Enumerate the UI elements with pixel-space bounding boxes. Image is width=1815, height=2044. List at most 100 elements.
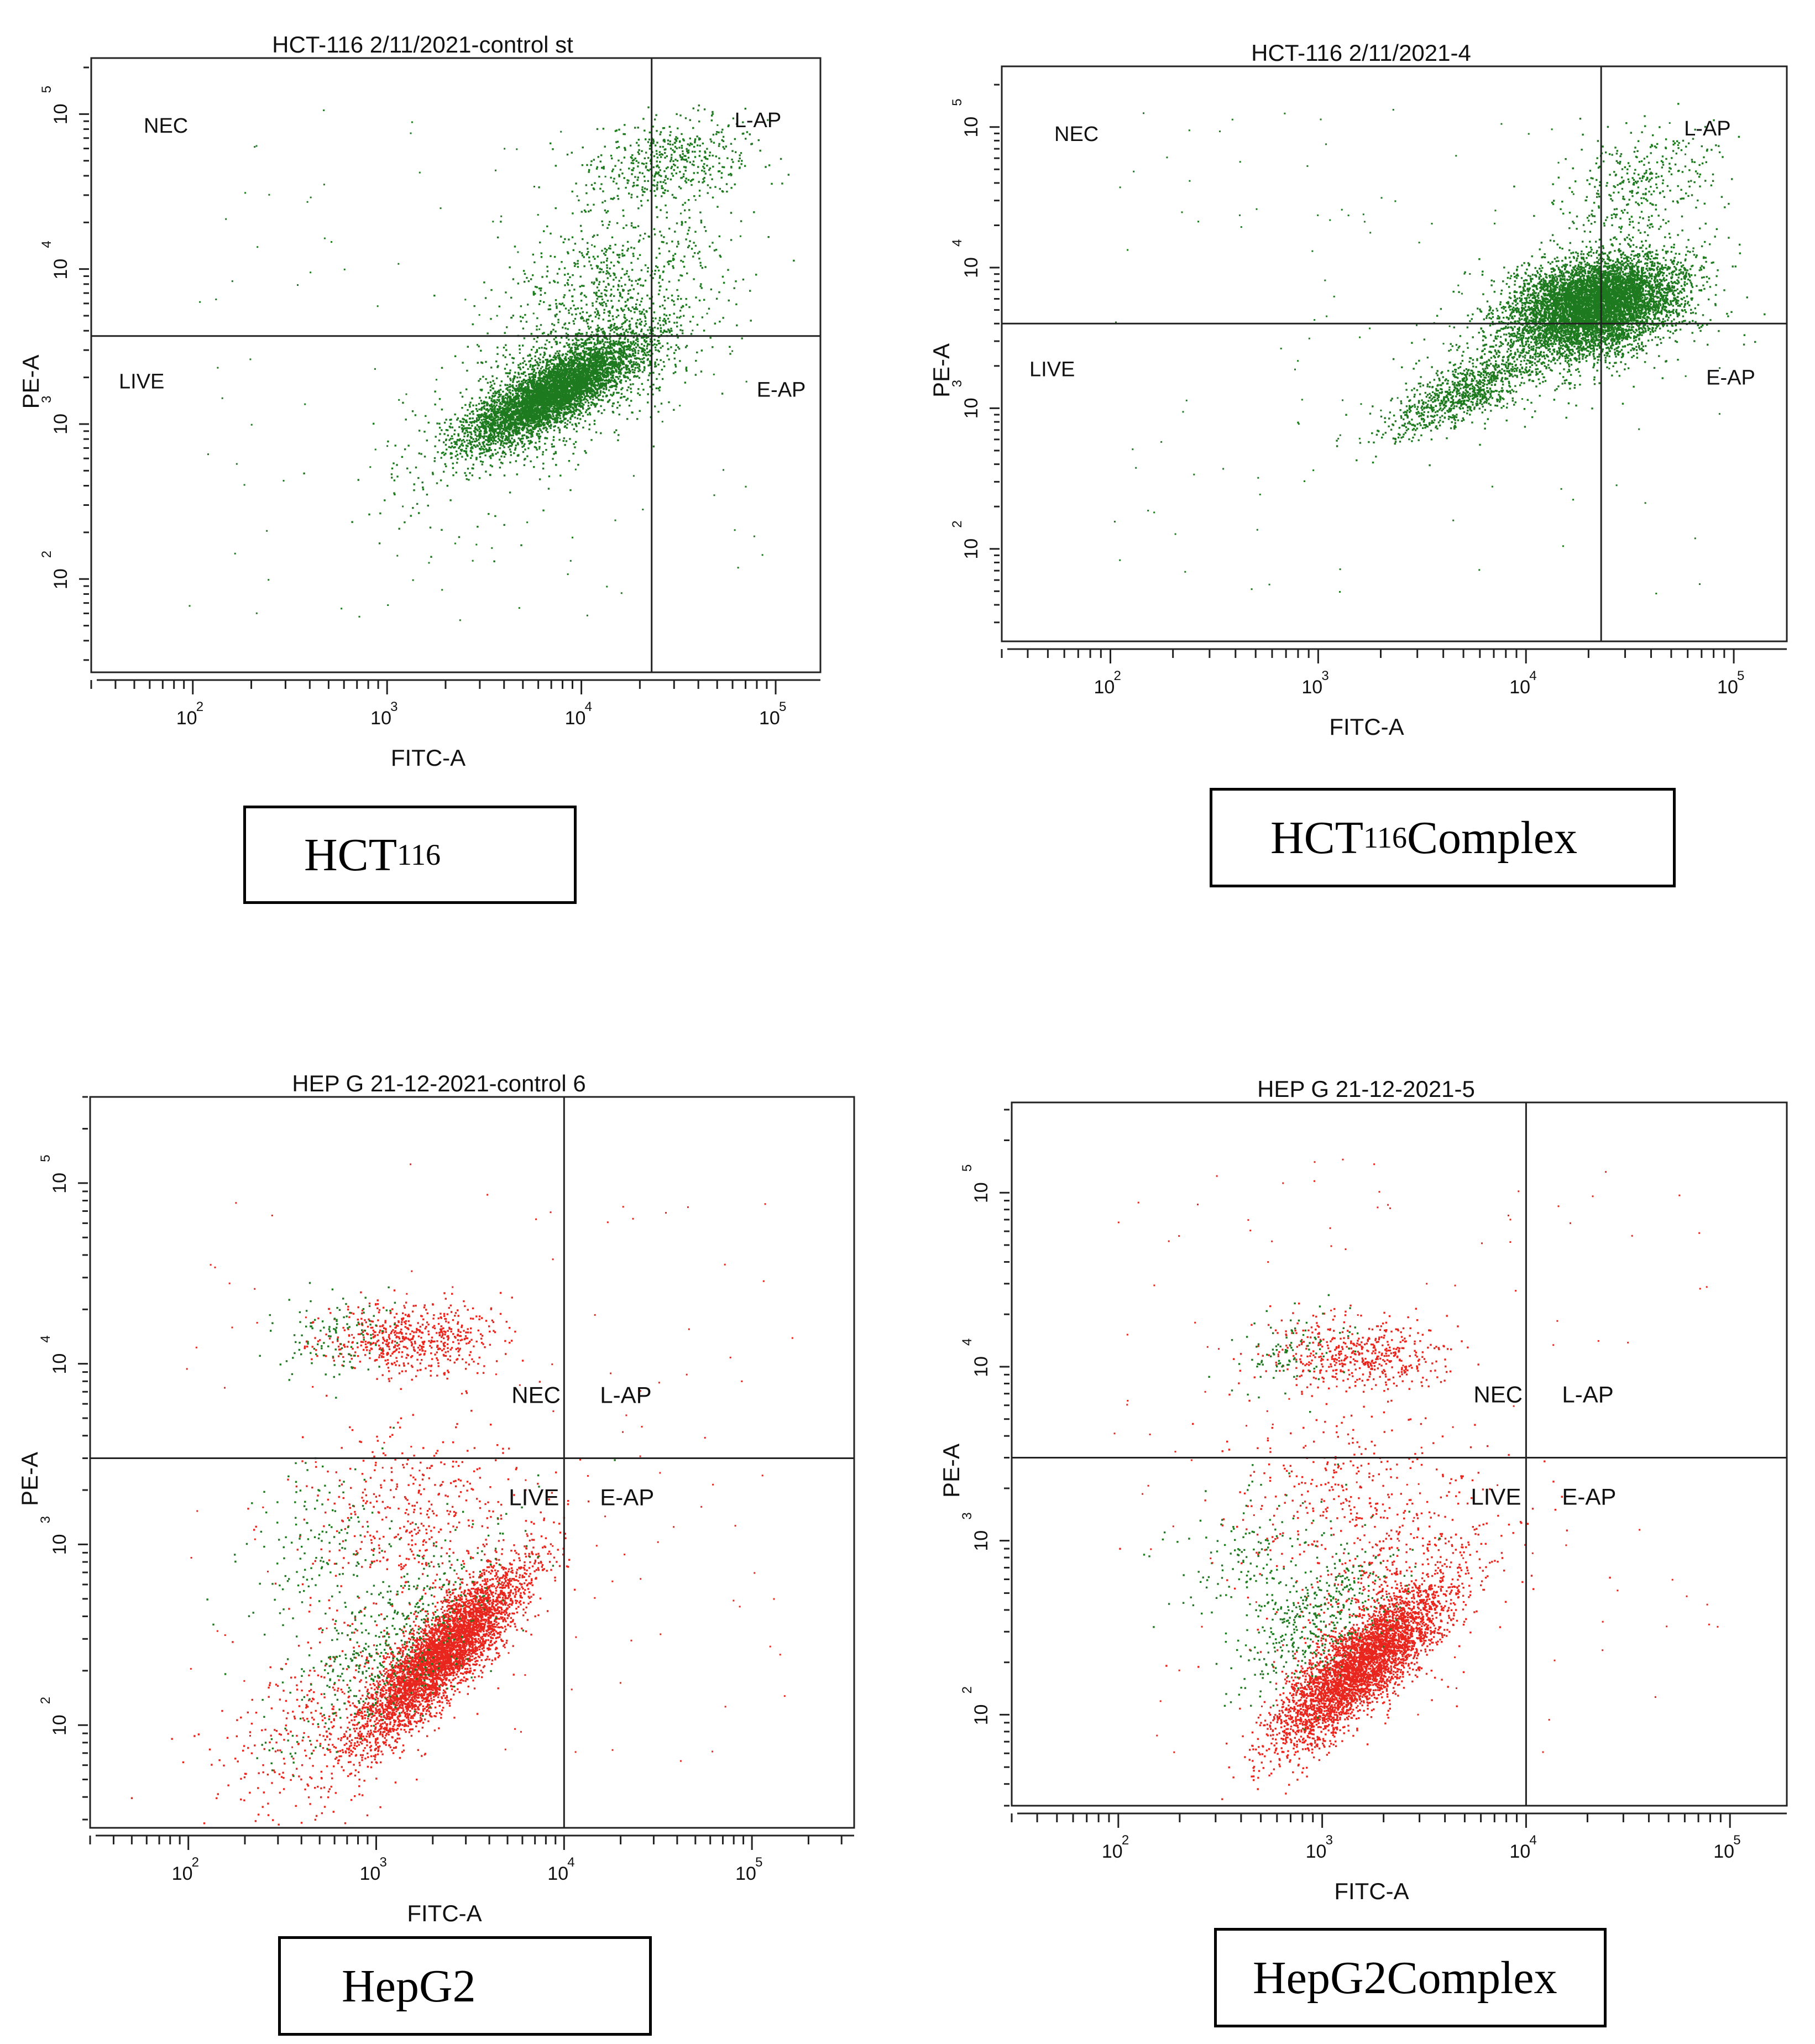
- caption-hct116-complex: HCT 116 Complex: [1210, 788, 1676, 887]
- caption-main: HepG2: [342, 1960, 476, 2012]
- quadrant-label-nec: NEC: [1473, 1382, 1523, 1408]
- x-tick-label: 10: [1102, 1841, 1123, 1862]
- y-tick-label: 10: [49, 1353, 70, 1374]
- quadrant-label-nec: NEC: [1054, 123, 1099, 146]
- caption-hepg2: HepG2: [278, 1936, 652, 2036]
- y-tick-exponent: 3: [39, 396, 54, 403]
- quadrant-label-live: LIVE: [119, 370, 164, 394]
- y-tick-exponent: 4: [38, 1335, 53, 1342]
- scatter-panel-1: NEC L-AP LIVE E-AP HCT-116 2/11/2021-control…: [18, 32, 822, 771]
- x-tick-label: 10: [1094, 677, 1115, 698]
- x-tick-label: 10: [759, 708, 780, 729]
- plot-frame: [1011, 1101, 1788, 1807]
- y-tick-label: 10: [971, 1705, 992, 1726]
- quadrant-label-l-ap: L-AP: [735, 109, 781, 132]
- x-tick-exponent: 5: [779, 699, 786, 714]
- y-tick-exponent: 5: [38, 1155, 53, 1162]
- x-tick-label: 10: [565, 708, 586, 729]
- x-tick-exponent: 4: [1529, 668, 1536, 683]
- y-tick-label: 10: [961, 117, 982, 138]
- x-tick-exponent: 4: [567, 1855, 574, 1870]
- x-tick-label: 10: [176, 708, 197, 729]
- quadrant-label-live: LIVE: [1471, 1484, 1521, 1510]
- y-tick-label: 10: [961, 539, 982, 560]
- x-tick-exponent: 2: [196, 699, 203, 714]
- x-tick-exponent: 3: [379, 1855, 386, 1870]
- x-tick-exponent: 4: [585, 699, 592, 714]
- y-tick-exponent: 2: [950, 520, 965, 527]
- y-tick-label: 10: [961, 257, 982, 278]
- y-tick-label: 10: [971, 1356, 992, 1377]
- y-tick-exponent: 3: [960, 1512, 975, 1519]
- caption-hct116: HCT 116: [243, 806, 577, 904]
- caption-hepg2-complex: HepG2Complex: [1214, 1928, 1607, 2027]
- y-tick-exponent: 5: [960, 1164, 975, 1172]
- y-tick-exponent: 2: [960, 1686, 975, 1693]
- y-tick-label: 10: [49, 1714, 70, 1735]
- y-tick-exponent: 5: [39, 86, 54, 93]
- chart-title: HEP G 21-12-2021-5: [1257, 1076, 1475, 1102]
- y-tick-label: 10: [49, 1534, 70, 1555]
- x-tick-label: 10: [172, 1863, 193, 1884]
- y-tick-exponent: 3: [38, 1516, 53, 1523]
- x-tick-label: 10: [1509, 1841, 1530, 1862]
- y-tick-label: 10: [49, 1173, 70, 1194]
- outlier-events: [189, 109, 763, 621]
- x-tick-exponent: 3: [1321, 668, 1328, 683]
- y-tick-exponent: 4: [39, 241, 54, 248]
- x-tick-exponent: 5: [755, 1855, 762, 1870]
- chart-title: HCT-116 2/11/2021-control st: [272, 32, 573, 57]
- y-tick-exponent: 3: [950, 380, 965, 387]
- y-axis-label: PE-A: [938, 1444, 964, 1498]
- quadrant-label-e-ap: E-AP: [600, 1484, 654, 1510]
- y-tick-label: 10: [961, 398, 982, 419]
- outlier-events: [1113, 1158, 1719, 1753]
- x-axis-label: FITC-A: [407, 1900, 482, 1926]
- y-tick-exponent: 2: [39, 551, 54, 558]
- series-red-events: [130, 1289, 590, 1826]
- x-tick-exponent: 2: [1114, 668, 1121, 683]
- event-dots: [130, 1289, 590, 1826]
- x-tick-exponent: 5: [1733, 1833, 1740, 1848]
- caption-rest: Complex: [1407, 812, 1577, 864]
- y-axis-label: PE-A: [17, 1452, 43, 1506]
- x-tick-label: 10: [1509, 677, 1530, 698]
- x-tick-label: 10: [370, 708, 391, 729]
- plot-frame: [90, 57, 822, 673]
- y-tick-label: 10: [50, 568, 71, 589]
- y-axis-label: PE-A: [18, 354, 44, 409]
- x-tick-exponent: 3: [390, 699, 397, 714]
- y-tick-exponent: 2: [38, 1697, 53, 1704]
- quadrant-label-e-ap: E-AP: [757, 379, 806, 402]
- x-tick-label: 10: [547, 1863, 568, 1884]
- y-tick-label: 10: [50, 259, 71, 280]
- y-tick-exponent: 4: [950, 239, 965, 247]
- chart-title: HEP G 21-12-2021-control 6: [292, 1070, 586, 1096]
- quadrant-label-nec: NEC: [511, 1382, 561, 1408]
- event-dots: [1113, 1158, 1719, 1753]
- x-tick-exponent: 2: [192, 1855, 199, 1870]
- quadrant-label-l-ap: L-AP: [1684, 117, 1730, 140]
- quadrant-label-live: LIVE: [509, 1484, 559, 1510]
- x-axis-label: FITC-A: [1329, 714, 1404, 740]
- series-events: [303, 104, 795, 562]
- x-axis-label: FITC-A: [391, 745, 465, 771]
- x-tick-label: 10: [1717, 677, 1738, 698]
- quadrant-label-nec: NEC: [144, 114, 188, 138]
- quadrant-label-e-ap: E-AP: [1706, 366, 1755, 389]
- event-dots: [189, 109, 763, 621]
- x-tick-exponent: 4: [1529, 1833, 1536, 1848]
- y-tick-label: 10: [971, 1530, 992, 1551]
- quadrant-label-e-ap: E-AP: [1562, 1484, 1616, 1510]
- scatter-panel-3: NEC L-AP LIVE E-AP HEP G 21-12-2021-control …: [17, 1070, 855, 1926]
- quadrant-label-l-ap: L-AP: [600, 1382, 651, 1408]
- x-tick-exponent: 2: [1122, 1833, 1129, 1848]
- y-tick-label: 10: [50, 414, 71, 435]
- quadrant-label-l-ap: L-AP: [1562, 1382, 1613, 1408]
- caption-main: HCT: [304, 829, 397, 881]
- x-tick-label: 10: [1713, 1841, 1734, 1862]
- x-tick-label: 10: [359, 1863, 380, 1884]
